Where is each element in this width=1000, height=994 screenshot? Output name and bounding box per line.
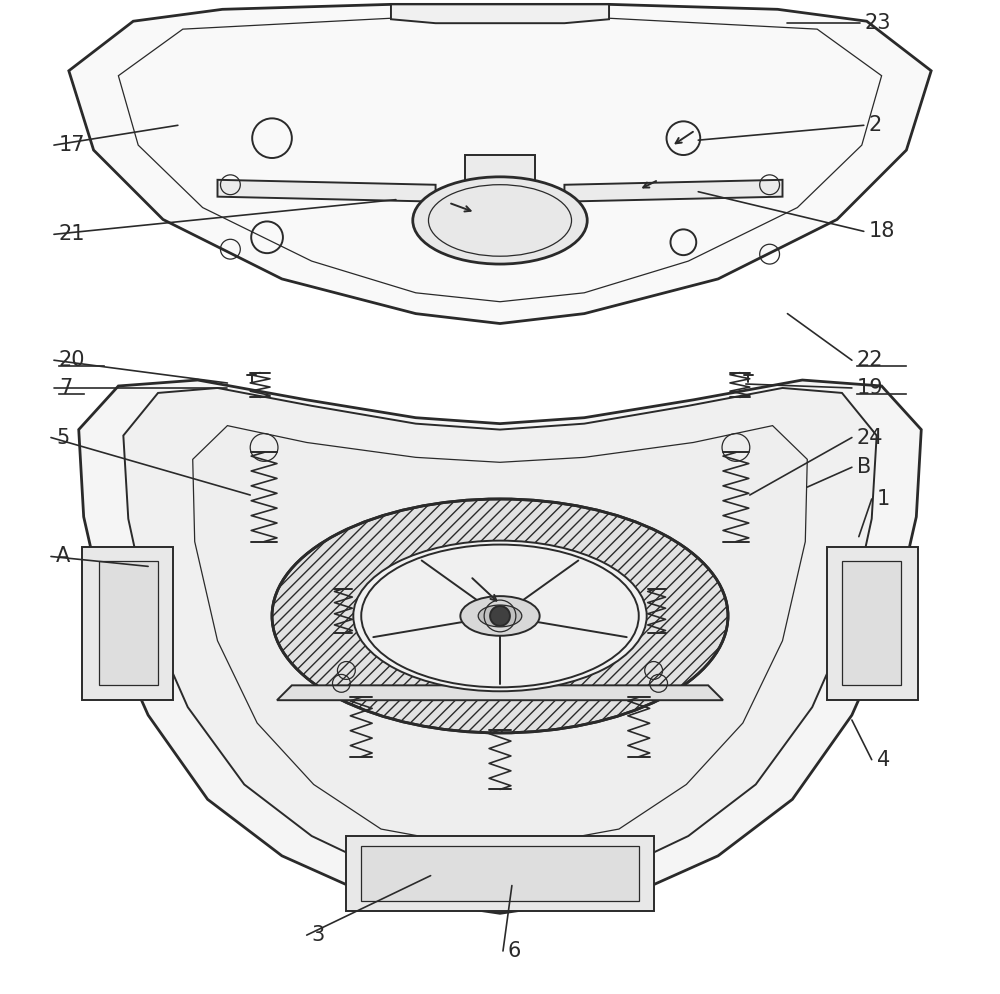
Text: 24: 24 bbox=[857, 427, 883, 447]
Text: 7: 7 bbox=[59, 378, 72, 398]
Polygon shape bbox=[277, 685, 723, 700]
Polygon shape bbox=[460, 202, 540, 251]
Polygon shape bbox=[827, 547, 918, 700]
Text: 1: 1 bbox=[877, 489, 890, 509]
Ellipse shape bbox=[460, 596, 540, 636]
Text: 17: 17 bbox=[59, 135, 85, 155]
Polygon shape bbox=[842, 562, 901, 685]
Text: A: A bbox=[56, 547, 70, 567]
Ellipse shape bbox=[478, 605, 522, 627]
Text: 18: 18 bbox=[869, 222, 895, 242]
Polygon shape bbox=[391, 4, 609, 23]
Polygon shape bbox=[564, 180, 782, 202]
Text: 22: 22 bbox=[857, 350, 883, 370]
Text: 3: 3 bbox=[312, 925, 325, 945]
Polygon shape bbox=[361, 846, 639, 902]
Text: B: B bbox=[857, 457, 871, 477]
Text: 20: 20 bbox=[59, 350, 85, 370]
Ellipse shape bbox=[272, 499, 728, 733]
Text: 2: 2 bbox=[869, 115, 882, 135]
Ellipse shape bbox=[413, 177, 587, 264]
Polygon shape bbox=[99, 562, 158, 685]
Text: 23: 23 bbox=[865, 13, 891, 33]
Polygon shape bbox=[465, 155, 535, 185]
Text: 19: 19 bbox=[857, 378, 883, 398]
Text: 21: 21 bbox=[59, 225, 85, 245]
Polygon shape bbox=[123, 388, 877, 894]
Ellipse shape bbox=[490, 606, 510, 626]
Polygon shape bbox=[193, 425, 807, 851]
Polygon shape bbox=[82, 547, 173, 700]
Text: 6: 6 bbox=[508, 941, 521, 961]
Text: 5: 5 bbox=[56, 427, 69, 447]
Polygon shape bbox=[79, 380, 921, 913]
Text: 4: 4 bbox=[877, 749, 890, 769]
Polygon shape bbox=[69, 4, 931, 323]
Ellipse shape bbox=[353, 541, 647, 691]
Polygon shape bbox=[218, 180, 436, 202]
Ellipse shape bbox=[361, 545, 639, 687]
Polygon shape bbox=[346, 836, 654, 911]
